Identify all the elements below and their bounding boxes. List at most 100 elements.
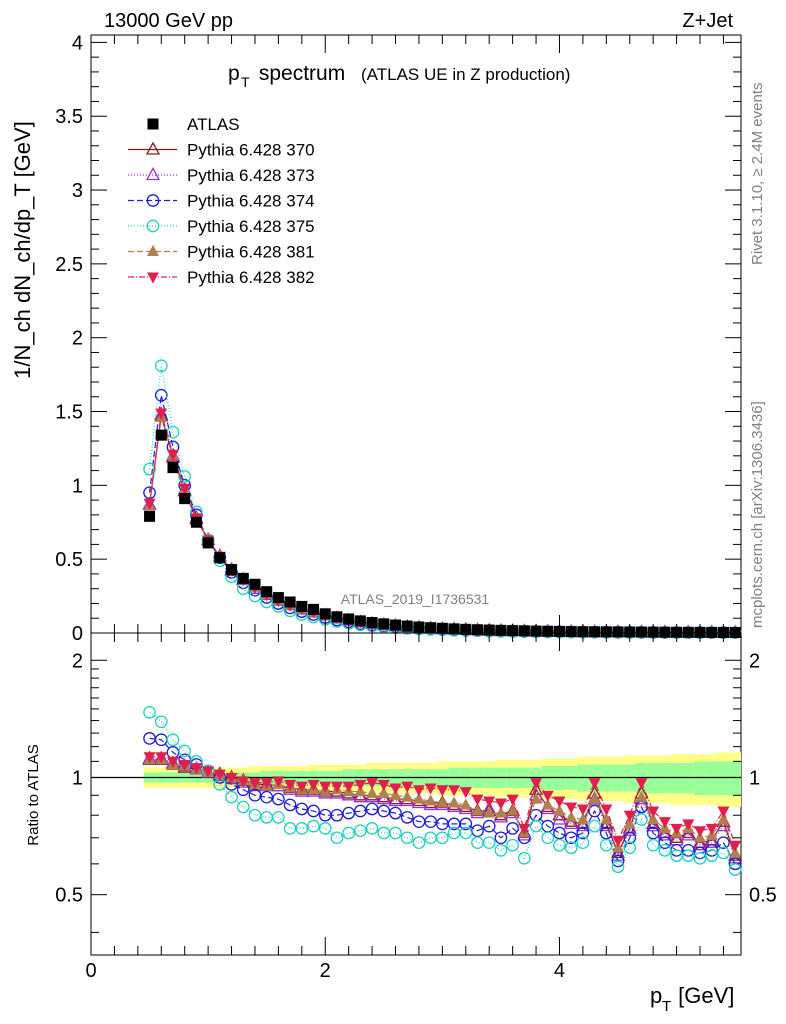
main-data-point <box>296 600 308 612</box>
ratio-data-point <box>354 779 367 791</box>
ratio-tick-label-left: 2 <box>72 650 83 672</box>
main-data-point <box>226 564 238 576</box>
uncertainty-band-inner <box>694 761 706 796</box>
ratio-data-point <box>400 810 414 824</box>
ratio-data-point <box>623 841 637 855</box>
main-data-point <box>202 537 214 549</box>
ratio-data-point <box>412 785 425 797</box>
ratio-series-line <box>149 737 736 865</box>
analysis-label: ATLAS_2019_I1736531 <box>341 591 490 607</box>
ratio-y-label: Ratio to ATLAS <box>25 744 42 845</box>
main-data-point <box>178 483 191 495</box>
ratio-data-point <box>401 790 414 802</box>
uncertainty-band-inner <box>659 762 671 794</box>
ratio-data-point <box>681 849 695 862</box>
main-data-point <box>167 462 179 474</box>
uncertainty-band-inner <box>682 762 695 794</box>
x-tick-label: 0 <box>85 960 96 982</box>
ratio-data-point <box>342 781 355 793</box>
ratio-data-point <box>611 854 625 868</box>
main-data-point <box>471 624 483 636</box>
ratio-data-point <box>576 826 590 840</box>
main-y-label-text: 1/N_ch dN_ch/dp_T [GeV] <box>10 121 35 379</box>
ratio-data-point <box>436 785 449 797</box>
ratio-data-point <box>389 826 402 840</box>
ratio-series-pythia-6-428-382 <box>143 752 742 852</box>
y-tick-label: 1 <box>72 475 83 497</box>
ratio-data-point <box>260 810 274 824</box>
ratio-data-point <box>588 778 601 790</box>
ratio-data-point <box>506 822 519 835</box>
ratio-data-point <box>377 804 391 818</box>
legend-marker <box>146 219 160 233</box>
main-data-point <box>166 449 179 461</box>
ratio-data-point <box>541 798 554 810</box>
ratio-data-point <box>658 817 671 829</box>
ratio-data-point <box>623 831 637 845</box>
ratio-data-point <box>575 818 590 832</box>
main-data-point <box>143 462 156 476</box>
ratio-data-point <box>647 806 660 818</box>
ratio-data-point <box>330 808 344 822</box>
main-data-point <box>154 359 168 373</box>
main-data-point <box>729 626 741 638</box>
ratio-data-point <box>365 822 379 835</box>
ratio-data-point <box>705 823 718 835</box>
ratio-data-point <box>646 826 660 840</box>
ratio-data-point <box>611 860 625 874</box>
ratio-data-point <box>658 843 672 857</box>
ratio-data-point <box>225 772 238 785</box>
ratio-data-point <box>646 838 660 852</box>
site-label: mcplots.cern.ch [arXiv:1306.3436] <box>749 401 766 628</box>
main-data-point <box>178 470 192 483</box>
ratio-data-point <box>448 785 461 797</box>
ratio-data-point <box>225 790 238 804</box>
ratio-data-point <box>143 752 156 764</box>
main-data-point <box>261 586 273 598</box>
ratio-data-point <box>143 705 156 719</box>
ratio-data-point <box>693 846 707 860</box>
ratio-y-axis: 0.5 0.5 1 1 2 2 <box>55 650 777 933</box>
ratio-data-point <box>236 800 250 814</box>
ratio-data-point <box>354 804 367 818</box>
uncertainty-band-inner <box>705 761 718 796</box>
ratio-data-point <box>692 837 708 851</box>
ratio-data-point <box>553 796 566 808</box>
legend: ATLAS Pythia 6.428 370 Pythia 6.428 373 Pyt… <box>128 115 315 287</box>
y-tick-label: 4 <box>72 32 83 54</box>
process-label: Z+Jet <box>682 10 733 32</box>
chart-title-sub: T <box>241 74 250 90</box>
ratio-data-point <box>377 779 390 791</box>
y-tick-label: 3 <box>72 180 83 202</box>
main-data-point <box>284 596 296 608</box>
ratio-data-point <box>657 827 672 841</box>
chart-subtitle: (ATLAS UE in Z production) <box>361 65 570 84</box>
ratio-data-point <box>588 819 601 833</box>
legend-item-pythia-6-428-381: Pythia 6.428 381 <box>128 243 315 262</box>
ratio-data-point <box>389 806 402 820</box>
ratio-data-point <box>729 840 742 852</box>
ratio-data-point <box>272 810 285 824</box>
ratio-data-point <box>705 843 719 857</box>
ratio-data-point <box>716 818 731 832</box>
ratio-data-point <box>530 778 543 790</box>
ratio-series-layer <box>142 705 743 876</box>
uncertainty-band-inner <box>729 761 741 796</box>
main-data-point <box>179 493 191 505</box>
uncertainty-band-inner <box>647 762 660 794</box>
ratio-data-point <box>694 826 707 838</box>
legend-marker <box>145 167 161 181</box>
ratio-data-point <box>635 790 648 802</box>
ratio-data-point <box>388 793 403 807</box>
ratio-data-point <box>471 836 484 850</box>
main-data-point <box>682 626 694 638</box>
main-y-axis: 0 0.5 1 1.5 2 2.5 3 3.5 4 <box>55 32 741 645</box>
ratio-data-point <box>565 810 578 822</box>
ratio-data-point <box>647 812 660 824</box>
site-text: mcplots.cern.ch [arXiv:1306.3436] <box>749 401 766 628</box>
main-data-point <box>659 626 671 638</box>
ratio-data-point <box>284 779 297 791</box>
legend-item-pythia-6-428-373: Pythia 6.428 373 <box>128 166 315 185</box>
ratio-data-point <box>155 752 168 764</box>
